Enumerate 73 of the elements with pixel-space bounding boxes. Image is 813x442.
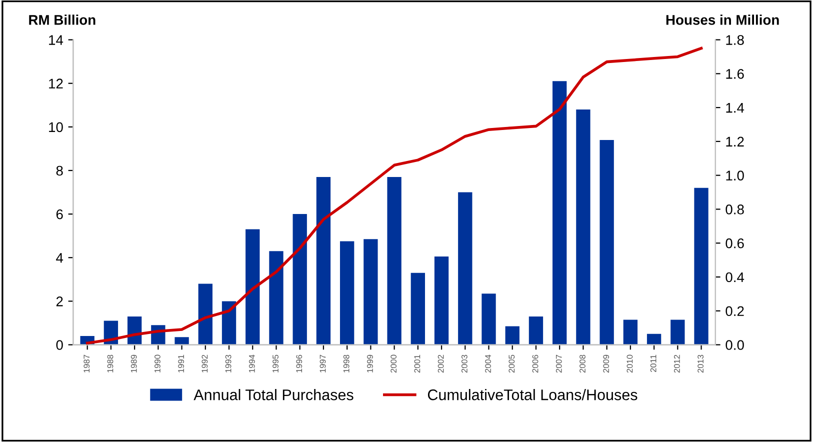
x-tick-label: 1995 bbox=[272, 354, 278, 372]
x-tick-label: 1989 bbox=[130, 354, 137, 372]
y-tick-label: 0 bbox=[56, 340, 63, 350]
bar bbox=[269, 251, 284, 345]
bar bbox=[482, 294, 496, 345]
bar bbox=[292, 214, 307, 345]
x-tick-label: 2000 bbox=[390, 354, 397, 373]
bar bbox=[458, 192, 472, 345]
x-tick-label: 2012 bbox=[674, 354, 680, 373]
y2-tick-label: 1.6 bbox=[726, 69, 744, 79]
y2-tick-label: 0.6 bbox=[726, 238, 744, 248]
x-tick-label: 2006 bbox=[532, 354, 538, 373]
bar bbox=[316, 177, 331, 345]
bar bbox=[552, 81, 567, 345]
y2-tick-label: 0.8 bbox=[726, 204, 744, 214]
bar bbox=[600, 140, 614, 345]
y-tick-label: 4 bbox=[56, 253, 64, 263]
x-tick-label: 1996 bbox=[296, 354, 302, 372]
x-tick-label: 1999 bbox=[367, 354, 373, 372]
bar bbox=[387, 177, 402, 345]
bar bbox=[528, 316, 544, 345]
x-tick-label: 1992 bbox=[202, 354, 208, 372]
x-tick-label: 1987 bbox=[84, 354, 90, 372]
bar bbox=[198, 284, 212, 345]
x-tick-label: 1997 bbox=[320, 354, 326, 372]
x-tick-label: 1990 bbox=[154, 354, 160, 372]
x-tick-label: 2013 bbox=[698, 354, 704, 373]
x-tick-label: 2010 bbox=[626, 354, 633, 373]
y-axis-title: RM Billion bbox=[29, 14, 96, 25]
x-tick-label: 2002 bbox=[438, 354, 444, 373]
y2-tick-label: 1.0 bbox=[726, 170, 744, 180]
x-tick-label: 1993 bbox=[225, 354, 232, 372]
bar bbox=[246, 229, 260, 345]
y2-tick-label: 1.2 bbox=[726, 136, 744, 146]
line-series bbox=[86, 46, 703, 344]
x-tick-label: 2009 bbox=[603, 354, 610, 373]
bar bbox=[623, 320, 638, 345]
y2-tick-label: 0.0 bbox=[726, 340, 744, 350]
y2-tick-label: 0.2 bbox=[726, 306, 744, 316]
bar bbox=[505, 326, 520, 345]
y-tick-label: 8 bbox=[56, 166, 63, 176]
bar bbox=[646, 334, 662, 345]
x-tick-label: 1988 bbox=[107, 354, 114, 372]
y-tick-label: 2 bbox=[56, 296, 63, 306]
y2-tick-label: 1.8 bbox=[726, 35, 744, 45]
x-tick-label: 2011 bbox=[650, 354, 656, 372]
x-tick-label: 1994 bbox=[248, 354, 255, 372]
y-tick-label: 12 bbox=[49, 78, 63, 88]
x-tick-label: 1991 bbox=[178, 354, 184, 372]
bar bbox=[174, 337, 189, 345]
y2-axis-title: Houses in Million bbox=[666, 14, 779, 25]
y2-tick-label: 0.4 bbox=[726, 272, 744, 282]
x-tick-label: 2008 bbox=[580, 354, 586, 373]
y-tick-label: 6 bbox=[56, 209, 63, 220]
bar bbox=[222, 301, 236, 345]
x-tick-label: 2003 bbox=[461, 354, 468, 373]
x-tick-label: 1998 bbox=[343, 354, 350, 372]
bar bbox=[694, 188, 708, 345]
bar bbox=[364, 239, 378, 345]
bar bbox=[670, 320, 685, 345]
y-tick-label: 14 bbox=[49, 35, 64, 45]
bar bbox=[576, 109, 590, 345]
x-tick-label: 2007 bbox=[556, 354, 562, 373]
x-tick-label: 2004 bbox=[485, 354, 491, 373]
legend-label: CumulativeTotal Loans/Houses bbox=[428, 389, 638, 400]
x-tick-label: 2005 bbox=[508, 354, 515, 373]
legend-label: Annual Total Purchases bbox=[194, 389, 354, 400]
bar bbox=[410, 272, 425, 345]
x-tick-label: 2001 bbox=[414, 354, 420, 373]
y2-tick-label: 1.4 bbox=[726, 103, 744, 113]
y-tick-label: 10 bbox=[49, 122, 63, 132]
bar bbox=[340, 241, 354, 345]
bar bbox=[434, 256, 449, 345]
